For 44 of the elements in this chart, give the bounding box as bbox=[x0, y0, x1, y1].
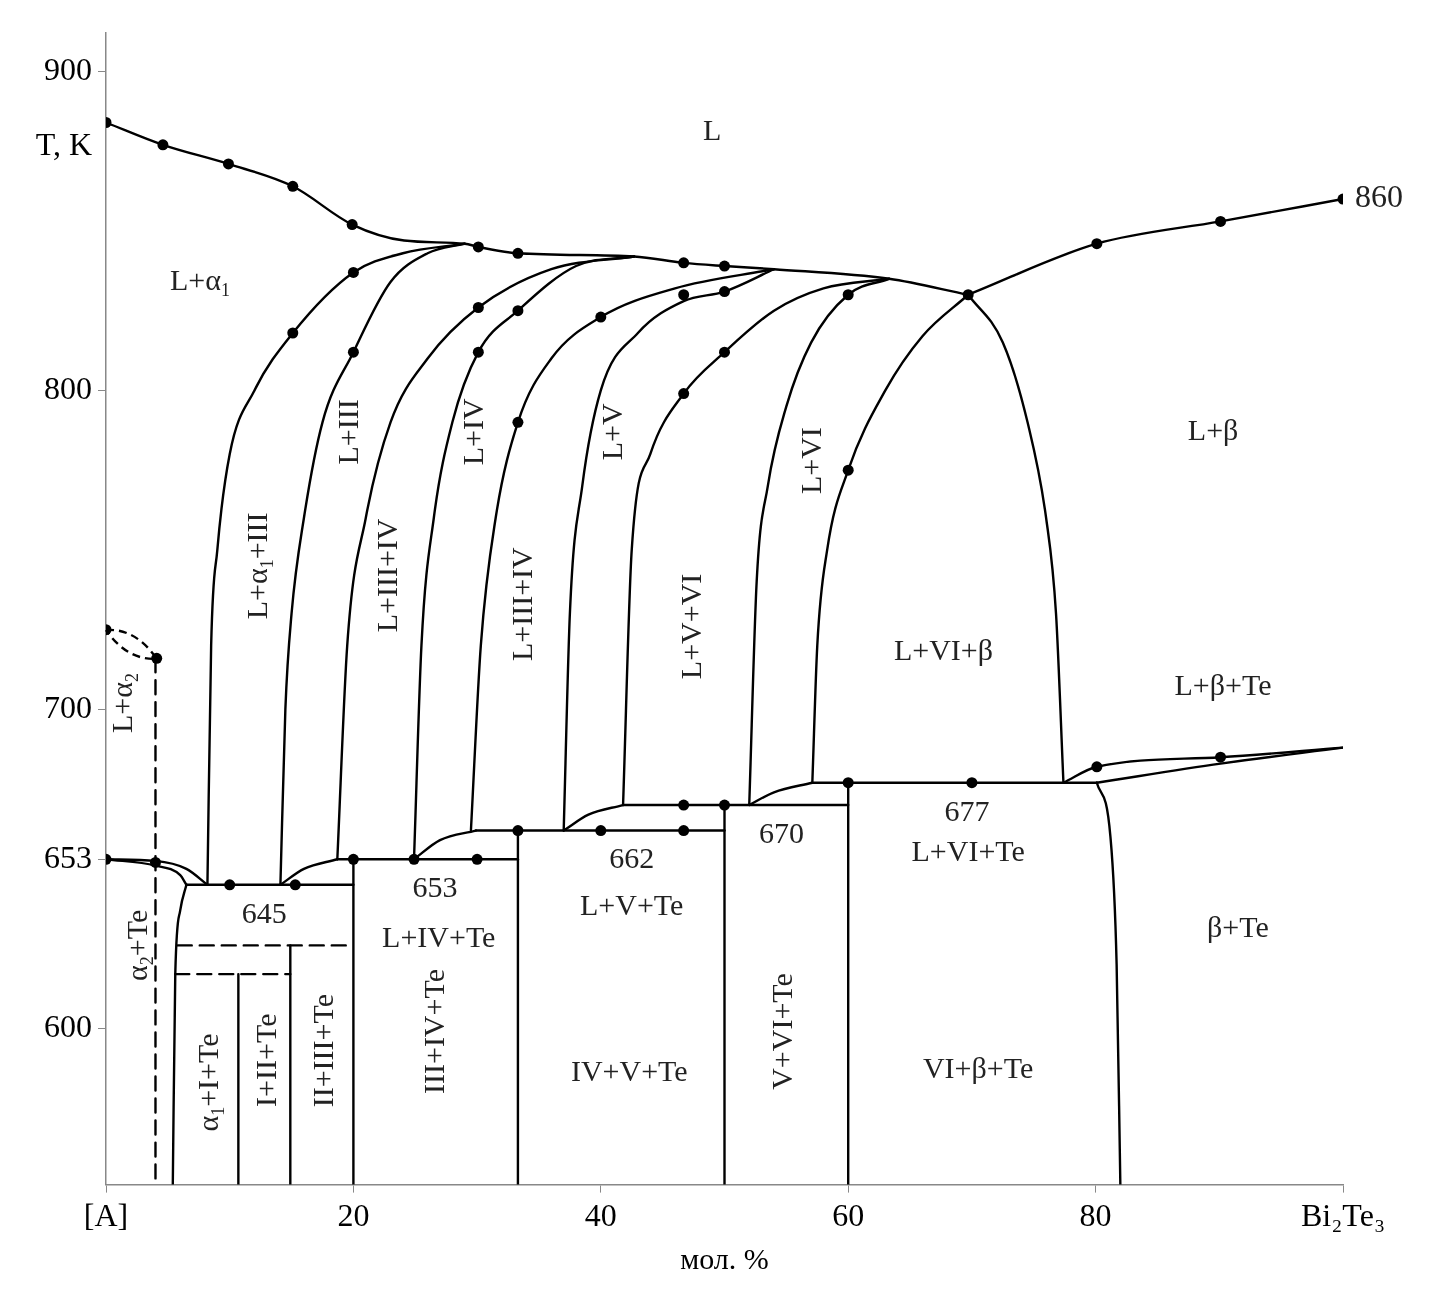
annotation: 653 bbox=[412, 870, 458, 904]
annotation: L+β+Te bbox=[1174, 667, 1272, 701]
annotation: L+III+IV bbox=[370, 518, 404, 633]
x-tick-label: 80 bbox=[1079, 1197, 1112, 1234]
annotation: 662 bbox=[609, 841, 655, 875]
annotation: L+III+IV bbox=[504, 546, 538, 662]
y-tick-label: 800 bbox=[44, 369, 92, 406]
y-tick-label: 600 bbox=[44, 1007, 92, 1044]
annotation: L+III bbox=[330, 399, 364, 465]
annotation: V+VI+Te bbox=[764, 973, 798, 1090]
y-axis-title: T, K bbox=[35, 125, 92, 162]
annotation: L+V bbox=[595, 403, 629, 461]
annotation: 860 bbox=[1355, 178, 1403, 215]
x-tick-label: 20 bbox=[337, 1197, 370, 1234]
y-tick-label: 653 bbox=[44, 838, 92, 875]
annotation: L+VI+β bbox=[893, 632, 993, 666]
annotation: α1+I+Te bbox=[190, 1033, 228, 1132]
y-tick-label: 900 bbox=[44, 50, 92, 87]
annotation: L+IV bbox=[455, 398, 489, 466]
x-tick-label: 40 bbox=[584, 1197, 617, 1234]
x-tick-label: 60 bbox=[832, 1197, 865, 1234]
annotation: L+α2 bbox=[105, 673, 143, 733]
annotation: III+IV+Te bbox=[417, 968, 451, 1095]
annotation: 645 bbox=[241, 895, 287, 929]
annotation: L+VI+Te bbox=[911, 833, 1025, 867]
annotation: II+III+Te bbox=[305, 993, 339, 1108]
annotation: IV+V+Te bbox=[570, 1053, 688, 1087]
annotation: 670 bbox=[758, 815, 804, 849]
annotation: L+VI bbox=[794, 427, 828, 495]
y-tick-label: 700 bbox=[44, 688, 92, 725]
annotation: α2+Te bbox=[120, 909, 158, 981]
x-tick-label: Bi₂Te₃ bbox=[1300, 1197, 1386, 1234]
annotation: L+α1+III bbox=[240, 512, 278, 620]
annotation: L+IV+Te bbox=[382, 919, 496, 953]
annotation: L+V+Te bbox=[580, 887, 684, 921]
x-tick-label: [A] bbox=[83, 1197, 129, 1234]
annotation: I+II+Te bbox=[248, 1013, 282, 1107]
annotation: VI+β+Te bbox=[922, 1050, 1034, 1084]
x-axis-title: мол. % bbox=[680, 1241, 769, 1275]
annotation: β+Te bbox=[1206, 910, 1269, 944]
annotation: 677 bbox=[944, 793, 990, 827]
annotation: L+V+VI bbox=[674, 573, 708, 680]
annotation: L bbox=[702, 112, 722, 146]
annotation: L+β bbox=[1187, 412, 1239, 446]
